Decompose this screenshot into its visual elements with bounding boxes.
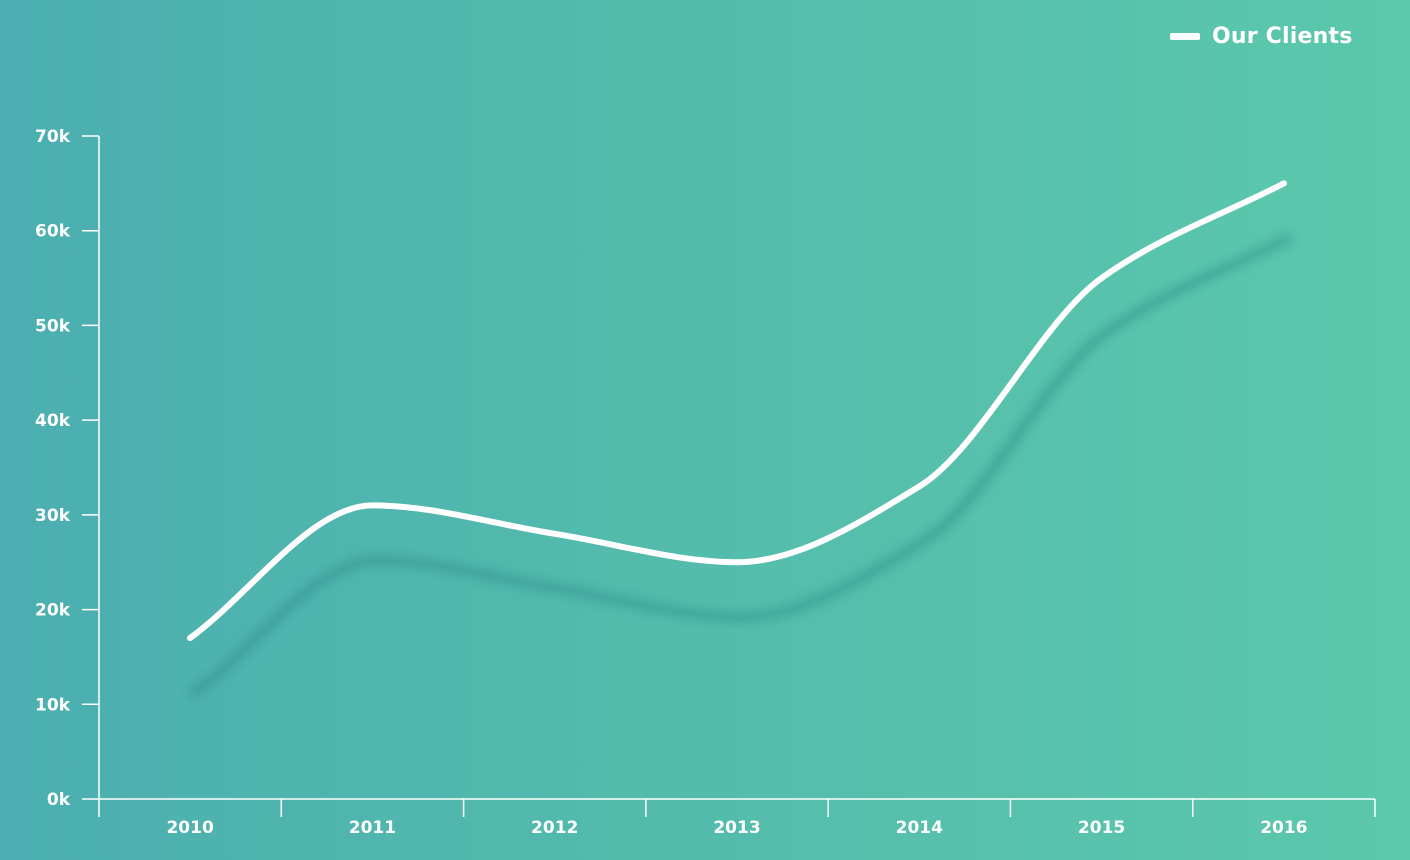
data-point-2011 xyxy=(369,502,376,509)
data-point-2016 xyxy=(1280,180,1287,187)
y-tick-label-4: 40k xyxy=(35,411,71,431)
data-point-2015 xyxy=(1098,275,1105,282)
y-tick-label-1: 10k xyxy=(35,695,71,715)
legend[interactable]: Our Clients xyxy=(1170,24,1353,49)
y-tick-label-3: 30k xyxy=(35,506,71,526)
x-axis: 2010 2011 2012 2013 2014 2015 2016 xyxy=(98,798,1376,838)
series-line-our-clients xyxy=(187,180,1287,641)
y-tick-label-6: 60k xyxy=(35,222,71,242)
data-point-2014 xyxy=(916,483,923,490)
data-point-2010 xyxy=(187,634,194,641)
x-tick-label-2010: 2010 xyxy=(166,818,213,838)
legend-swatch xyxy=(1170,33,1200,40)
y-tick-label-0: 0k xyxy=(47,790,71,810)
x-tick-label-2016: 2016 xyxy=(1260,818,1307,838)
series-group xyxy=(187,180,1293,698)
data-point-2012 xyxy=(551,530,558,537)
series-shadow-0 xyxy=(189,233,1293,698)
data-point-2013 xyxy=(734,559,740,566)
x-tick-label-2012: 2012 xyxy=(531,818,578,838)
y-tick-label-5: 50k xyxy=(35,316,71,336)
x-tick-label-2015: 2015 xyxy=(1078,818,1125,838)
y-tick-label-7: 70k xyxy=(35,127,71,147)
x-tick-label-2014: 2014 xyxy=(896,818,943,838)
y-axis: 0k 10k 20k 30k 40k 50k 60k 70k xyxy=(35,127,100,810)
x-tick-label-2011: 2011 xyxy=(349,818,396,838)
legend-label: Our Clients xyxy=(1212,24,1353,49)
x-tick-label-2013: 2013 xyxy=(713,818,760,838)
y-tick-label-2: 20k xyxy=(35,601,71,621)
